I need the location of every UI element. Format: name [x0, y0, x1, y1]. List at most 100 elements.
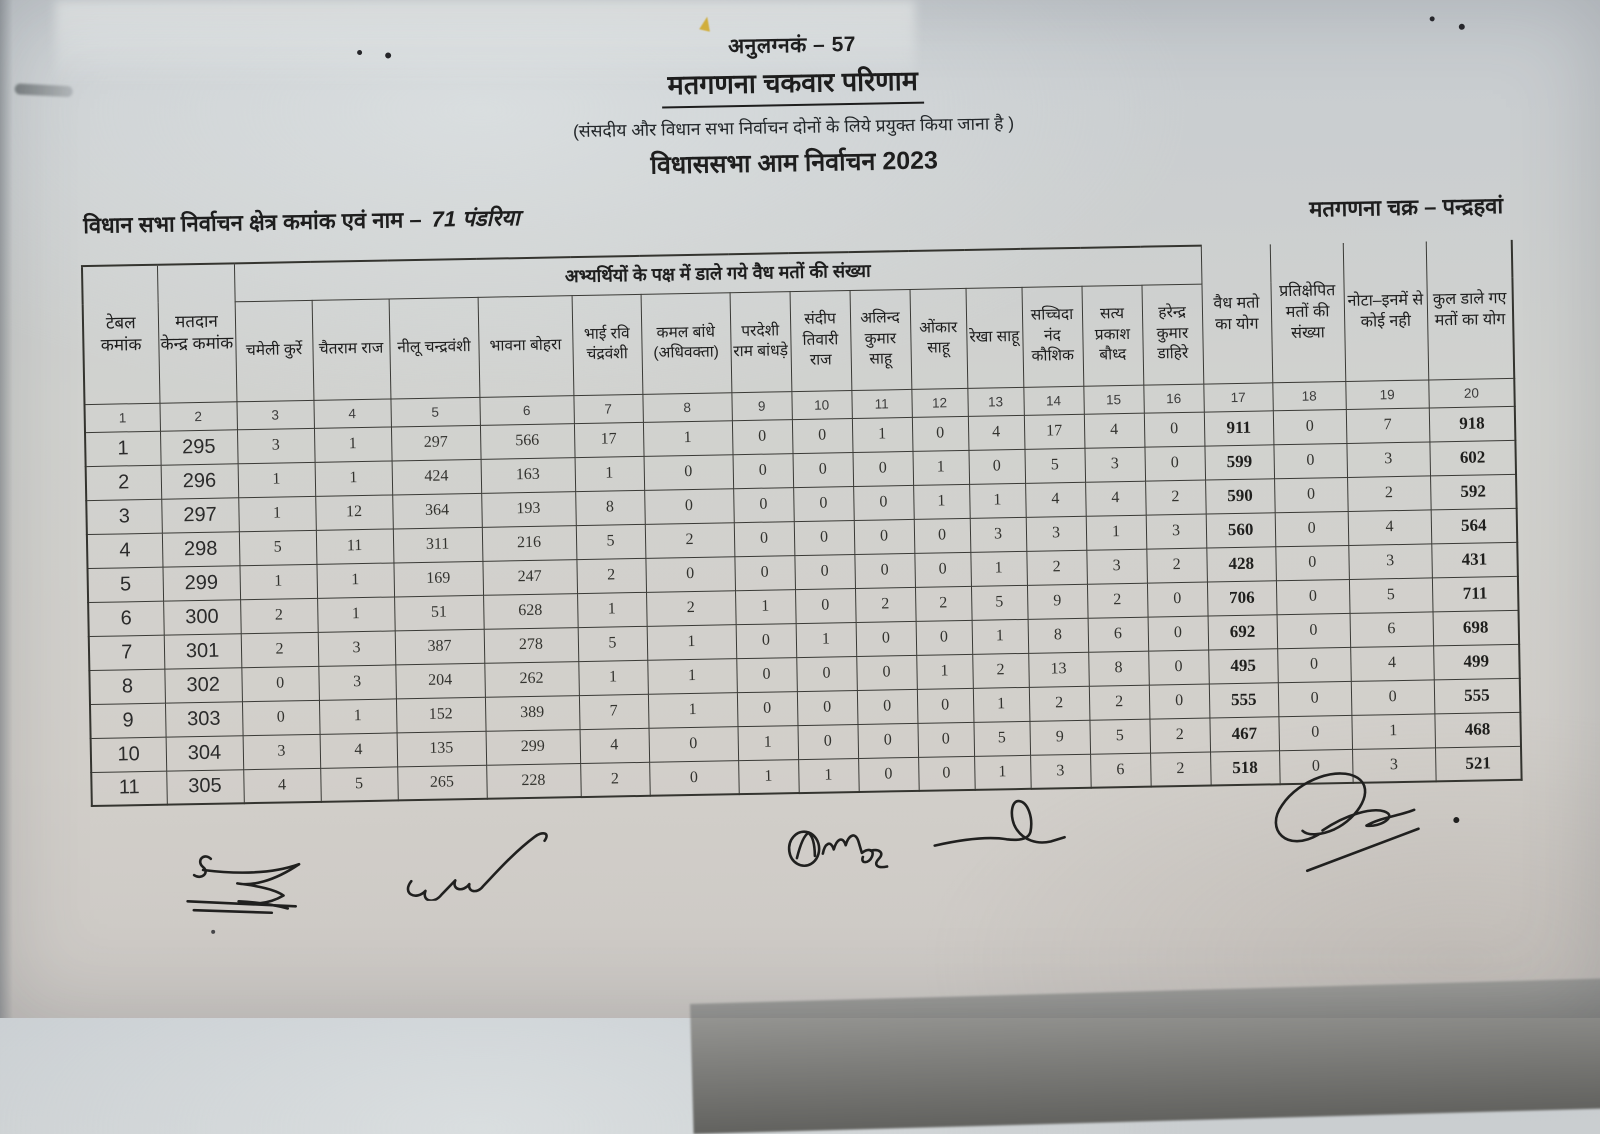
cell-r6-c19: 5 [1349, 577, 1433, 613]
cell-r5-c19: 3 [1348, 543, 1433, 579]
cell-r6-c2: 300 [163, 599, 241, 635]
cell-r1-c6: 566 [479, 423, 575, 459]
cell-r11-c10: 1 [798, 757, 859, 794]
column-number-10: 10 [791, 390, 852, 420]
cell-r6-c13: 5 [970, 584, 1028, 620]
cell-r1-c19: 7 [1345, 407, 1430, 443]
cell-r7-c5: 387 [394, 628, 485, 665]
cell-r11-c6: 228 [486, 763, 581, 799]
cell-r6-c9: 1 [735, 589, 796, 625]
cell-r3-c4: 12 [315, 494, 393, 530]
cell-r3-c5: 364 [392, 492, 482, 529]
cell-r11-c9: 1 [738, 759, 799, 795]
cell-r10-c1: 10 [90, 736, 167, 773]
cell-r1-c17: 911 [1203, 410, 1274, 446]
cell-r3-c14: 4 [1025, 481, 1086, 517]
cell-r5-c5: 169 [393, 560, 484, 597]
header-rejected-votes: प्रतिक्षेपित मतों की संख्या [1269, 243, 1346, 383]
cell-r7-c14: 8 [1027, 617, 1089, 653]
cell-r7-c11: 0 [855, 620, 917, 656]
cell-r2-c1: 2 [85, 464, 162, 501]
cell-r7-c17: 692 [1207, 614, 1278, 650]
cell-r2-c2: 296 [160, 463, 239, 499]
cell-r4-c18: 0 [1274, 510, 1349, 547]
cell-r8-c8: 1 [647, 658, 737, 694]
header-station-number: मतदान केन्द्र कमांक [156, 263, 237, 403]
cell-r4-c16: 3 [1145, 513, 1207, 549]
signature-3 [787, 830, 889, 869]
cell-r2-c5: 424 [391, 458, 482, 495]
cell-r3-c8: 0 [644, 488, 734, 524]
cell-r6-c16: 0 [1146, 581, 1208, 617]
cell-r5-c13: 1 [970, 550, 1027, 586]
cell-r9-c4: 1 [318, 698, 397, 734]
cell-r7-c7: 5 [577, 625, 648, 662]
column-number-18: 18 [1272, 380, 1346, 411]
column-number-13: 13 [967, 386, 1024, 416]
cell-r5-c12: 0 [914, 551, 971, 587]
cell-r5-c3: 1 [239, 563, 318, 600]
signature-2 [406, 832, 548, 902]
cell-r1-c2: 295 [159, 429, 238, 465]
cell-r6-c3: 2 [240, 597, 318, 634]
cell-r11-c13: 1 [974, 754, 1031, 790]
candidate-header-4: चैतराम राज [311, 298, 391, 400]
candidate-header-8: कमल बांधे (अधिवक्ता) [640, 292, 732, 394]
desk-surface [690, 976, 1600, 1134]
cell-r9-c13: 1 [972, 686, 1030, 722]
candidate-header-10: संदीप तिवारी राज [789, 290, 852, 392]
column-number-7: 7 [573, 393, 643, 424]
candidate-header-5: नीलू चन्द्रवंशी [388, 296, 480, 399]
cell-r7-c2: 301 [163, 633, 242, 669]
cell-r1-c13: 4 [967, 414, 1025, 450]
cell-r8-c17: 495 [1208, 648, 1278, 684]
cell-r11-c3: 4 [243, 767, 321, 804]
cell-r11-c7: 2 [580, 761, 650, 798]
cell-r2-c11: 0 [852, 450, 914, 487]
cell-r9-c16: 0 [1148, 683, 1210, 719]
cell-r3-c12: 1 [913, 483, 970, 519]
cell-r4-c14: 3 [1025, 515, 1087, 551]
cell-r3-c2: 297 [161, 497, 239, 533]
cell-r11-c14: 3 [1030, 753, 1091, 789]
page-title-text: मतगणना चकवार परिणाम [661, 60, 925, 109]
cell-r5-c2: 299 [162, 565, 241, 601]
cell-r3-c9: 0 [733, 487, 794, 523]
cell-r8-c12: 1 [916, 653, 973, 689]
cell-r1-c10: 0 [791, 418, 853, 454]
cell-r9-c12: 0 [916, 687, 974, 723]
cell-r5-c7: 2 [576, 557, 647, 594]
cell-r6-c6: 628 [483, 593, 578, 629]
candidate-header-11: अलिन्द कुमार साहू [849, 288, 912, 391]
cell-r1-c16: 0 [1143, 411, 1205, 447]
cell-r7-c3: 2 [240, 631, 319, 668]
cell-r5-c8: 0 [645, 556, 736, 592]
cell-r7-c16: 0 [1147, 615, 1209, 651]
cell-r6-c20: 711 [1432, 575, 1519, 612]
constituency-value: 71 पंडरिया [431, 205, 520, 232]
cell-r4-c7: 5 [575, 523, 646, 560]
cell-r11-c2: 305 [166, 769, 244, 805]
cell-r8-c14: 13 [1028, 651, 1089, 687]
cell-r7-c10: 1 [795, 622, 857, 658]
cell-r11-c16: 2 [1150, 751, 1211, 787]
cell-r3-c13: 1 [969, 482, 1026, 518]
cell-r6-c15: 2 [1086, 582, 1148, 618]
signature-5 [1274, 772, 1460, 873]
cell-r1-c4: 1 [313, 426, 392, 462]
cell-r5-c4: 1 [316, 562, 395, 598]
cell-r2-c18: 0 [1273, 442, 1348, 479]
cell-r6-c17: 706 [1207, 580, 1277, 616]
cell-r8-c7: 1 [578, 659, 648, 696]
cell-r2-c7: 1 [574, 455, 645, 492]
cell-r10-c10: 0 [797, 723, 859, 760]
cell-r4-c6: 216 [481, 525, 577, 561]
cell-r9-c14: 2 [1028, 685, 1090, 721]
scanned-sheet: अनुलग्नकं – 57 मतगणना चकवार परिणाम (संसद… [0, 0, 1600, 1033]
column-number-12: 12 [911, 387, 968, 417]
paper-light-band [55, 0, 915, 85]
cell-r10-c19: 1 [1351, 713, 1436, 749]
cell-r10-c9: 1 [737, 725, 799, 761]
paper-left-edge-shadow [0, 0, 13, 1018]
cell-r3-c6: 193 [481, 491, 576, 527]
